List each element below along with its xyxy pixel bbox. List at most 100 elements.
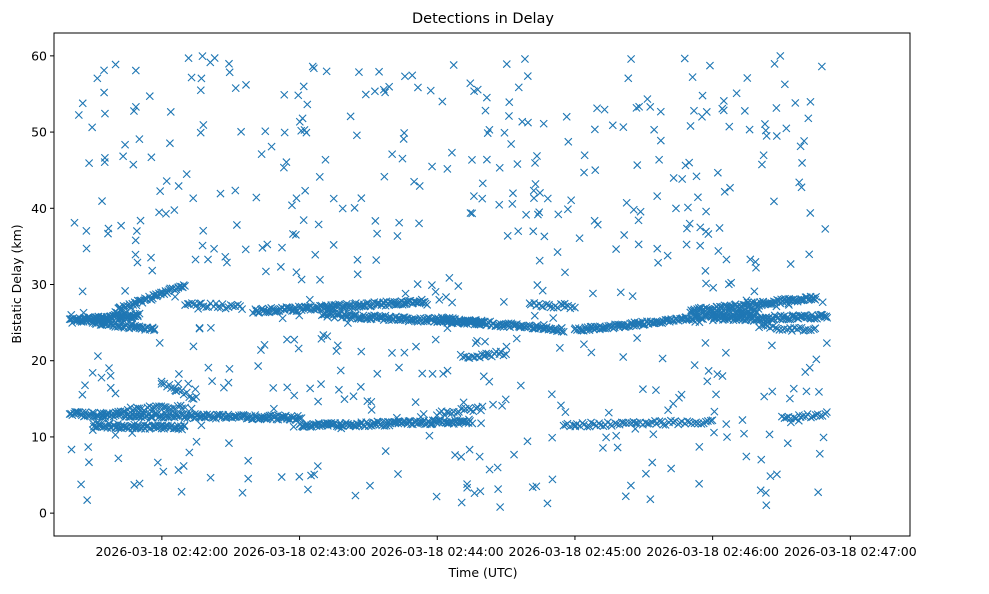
data-point [111,430,120,439]
data-point [766,472,775,481]
data-point [811,324,820,333]
data-point [514,227,523,236]
data-point [373,369,382,378]
data-point [319,331,328,340]
data-point [812,292,821,301]
data-point [667,464,676,473]
data-point [260,414,269,423]
data-point [213,303,222,312]
data-point [292,268,301,277]
data-point [710,407,719,416]
data-point [641,469,650,478]
data-point [84,458,93,467]
data-point [439,369,448,378]
data-point [475,452,484,461]
data-point [199,120,208,129]
data-point [495,200,504,209]
data-point [100,88,109,97]
data-point [656,107,665,116]
data-point [361,90,370,99]
data-point [634,240,643,249]
data-point [290,391,299,400]
data-point [816,412,825,421]
data-point [499,297,508,306]
data-point [392,413,401,422]
data-point [173,402,182,410]
data-point [278,243,286,252]
data-point [353,270,362,279]
data-point [680,54,689,63]
y-tick-label: 60 [31,48,47,63]
data-point [763,318,772,327]
data-point [332,347,341,356]
data-point [546,303,555,312]
data-point [708,416,717,425]
data-point [204,255,212,264]
data-point [242,80,250,89]
data-point [561,408,570,417]
data-point [692,172,701,181]
data-point [649,430,658,439]
data-point [620,231,629,240]
data-point [308,62,317,71]
data-point [600,105,609,114]
data-point [676,314,685,323]
data-point [587,348,596,357]
data-point [65,315,74,324]
data-point [128,429,137,437]
data-point [177,487,186,496]
data-point [510,450,519,459]
data-point [370,87,379,96]
data-point [408,71,417,80]
data-point [413,280,422,289]
data-point [196,86,205,95]
data-point [111,408,120,417]
data-point [653,244,662,253]
data-point [543,194,552,203]
data-point [631,424,640,433]
data-point [381,88,390,97]
data-point [496,347,505,356]
data-point [563,205,572,214]
data-point [704,230,713,239]
data-point [297,275,306,284]
data-point [646,495,655,504]
data-point [106,383,115,392]
data-point [480,352,489,361]
data-point [357,301,366,310]
data-point [533,210,542,219]
data-point [671,204,680,213]
data-point [398,154,407,163]
data-point [538,302,547,311]
data-point [814,387,823,396]
data-point [78,99,87,108]
data-point [303,485,312,494]
data-point [698,112,706,121]
data-point [197,74,206,83]
data-point [171,292,180,301]
data-point [254,362,263,371]
data-point [169,404,178,413]
data-point [313,462,322,471]
data-point [179,461,188,470]
data-point [706,416,715,425]
data-point [299,82,308,91]
data-point [329,194,338,203]
data-point [216,189,225,198]
data-point [159,467,168,476]
data-point [822,408,831,417]
data-point [664,406,673,415]
data-point [401,289,410,298]
data-point [523,72,532,81]
data-point [443,324,452,333]
data-point [772,132,781,141]
data-point [651,386,660,395]
data-point [802,387,811,396]
data-point [357,347,366,356]
data-point [537,302,546,311]
data-point [445,418,454,427]
data-point [743,74,752,83]
y-axis: 0 10 20 30 40 50 60 [31,48,54,521]
data-point [638,385,647,394]
data-point [244,474,253,483]
